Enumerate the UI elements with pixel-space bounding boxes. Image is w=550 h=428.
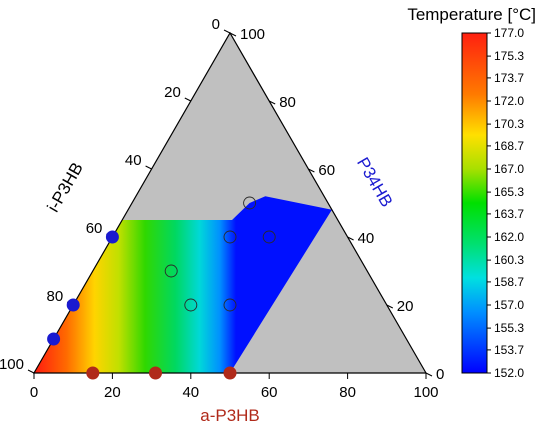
colorbar-tick-label: 177.0 <box>494 26 524 40</box>
colorbar-tick-label: 168.7 <box>494 139 524 153</box>
left-tick-label: 40 <box>125 152 142 169</box>
data-point <box>223 366 237 380</box>
left-tick-label: 20 <box>164 84 181 101</box>
right-tick-label: 60 <box>318 162 335 179</box>
left-tick <box>145 165 152 170</box>
right-tick-label: 20 <box>397 298 414 315</box>
right-tick-label: 40 <box>358 230 375 247</box>
bottom-tick-label: 60 <box>261 384 278 401</box>
right-tick <box>308 168 315 173</box>
colorbar-tick-label: 152.0 <box>494 366 524 380</box>
data-point <box>223 298 237 312</box>
colorbar-title: Temperature [°C] <box>407 5 536 24</box>
right-tick <box>347 236 354 241</box>
colorbar: Temperature [°C] 177.0 175.3 173.7 172.0 170.… <box>407 5 536 380</box>
colorbar-tick-label: 162.0 <box>494 230 524 244</box>
data-point <box>149 366 162 380</box>
left-tick-label: 100 <box>0 356 24 373</box>
colorbar-tick-label: 173.7 <box>494 71 524 85</box>
bottom-tick-label: 0 <box>30 384 38 401</box>
data-point <box>47 332 61 346</box>
bottom-tick-label: 100 <box>413 384 438 401</box>
right-tick-label: 80 <box>279 94 296 111</box>
data-point <box>66 298 80 312</box>
contour-region <box>34 196 332 373</box>
left-tick-label: 80 <box>47 288 64 305</box>
data-point <box>184 298 198 312</box>
right-axis-title: P34HB <box>353 154 396 210</box>
colorbar-tick-label: 155.3 <box>494 321 524 335</box>
colorbar-tick-label: 170.3 <box>494 117 524 131</box>
colorbar-tick-label: 167.0 <box>494 162 524 176</box>
colorbar-tick-label: 153.7 <box>494 343 524 357</box>
right-tick-label: 0 <box>436 366 444 383</box>
right-tick <box>425 372 433 377</box>
right-tick <box>268 100 276 105</box>
colorbar-tick-label: 158.7 <box>494 275 524 289</box>
left-tick-label: 60 <box>86 220 103 237</box>
right-tick <box>386 304 394 309</box>
plot-area: 0 0 0 20 20 20 40 40 40 60 60 60 80 80 80 100 100 100 a-P3… <box>0 16 444 425</box>
data-point <box>223 230 237 244</box>
left-axis-title: i-P3HB <box>44 159 87 215</box>
bottom-tick-label: 40 <box>182 384 199 401</box>
colorbar-tick-label: 157.0 <box>494 298 524 312</box>
data-point <box>164 264 178 278</box>
colorbar-tick-label: 160.3 <box>494 253 524 267</box>
bottom-tick-label: 20 <box>104 384 121 401</box>
colorbar-tick-label: 175.3 <box>494 49 524 63</box>
colorbar-tick-label: 163.7 <box>494 207 524 221</box>
right-tick <box>229 32 237 37</box>
left-tick <box>223 29 231 34</box>
data-point <box>262 230 276 244</box>
colorbar-gradient <box>461 32 488 374</box>
colorbar-tick-label: 165.3 <box>494 185 524 199</box>
data-point <box>86 366 100 380</box>
left-tick <box>27 369 35 374</box>
right-tick-label: 100 <box>240 26 265 43</box>
left-tick <box>184 97 192 102</box>
data-point <box>243 196 257 210</box>
colorbar-tick-label: 172.0 <box>494 94 524 108</box>
data-point <box>105 230 119 244</box>
bottom-axis-title: a-P3HB <box>200 406 260 425</box>
bottom-tick-label: 80 <box>339 384 356 401</box>
left-tick-label: 0 <box>212 16 220 33</box>
